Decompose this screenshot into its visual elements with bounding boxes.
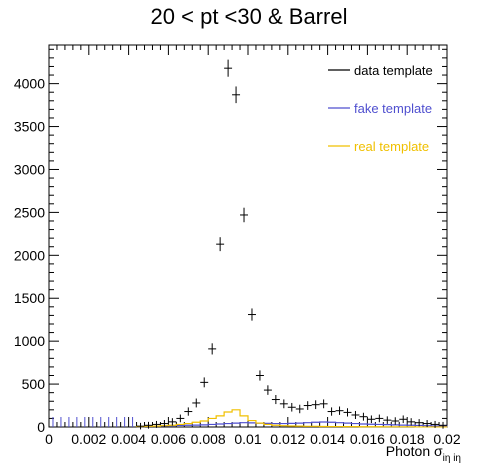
data-point xyxy=(176,415,184,423)
data-point xyxy=(256,370,264,380)
y-tick-label: 500 xyxy=(22,376,46,392)
data-point xyxy=(351,411,359,419)
data-point xyxy=(192,399,200,408)
x-tick-label: 0.008 xyxy=(191,431,226,447)
data-point xyxy=(168,418,176,425)
y-tick-label: 0 xyxy=(37,419,45,435)
y-tick-label: 1500 xyxy=(14,290,45,306)
data-point xyxy=(383,416,391,424)
data-point xyxy=(359,413,367,421)
data-point xyxy=(439,422,447,429)
data-point xyxy=(232,86,240,103)
data-point xyxy=(367,415,375,423)
data-point xyxy=(336,407,344,415)
data-point xyxy=(328,407,336,415)
x-tick-label: 0.006 xyxy=(151,431,186,447)
data-point xyxy=(264,385,272,395)
y-tick-label: 2500 xyxy=(14,204,45,220)
x-tick-label: 0 xyxy=(45,431,53,447)
data-point xyxy=(399,415,407,423)
data-point xyxy=(375,415,383,423)
data-point xyxy=(296,405,304,413)
data-point xyxy=(272,395,280,404)
data-point xyxy=(240,208,248,223)
legend: data template fake template real template xyxy=(328,63,433,154)
x-tick-label: 0.002 xyxy=(71,431,106,447)
data-point xyxy=(184,407,192,415)
data-point xyxy=(320,399,328,408)
data-point xyxy=(200,377,208,387)
data-point xyxy=(137,423,145,430)
data-point xyxy=(407,418,415,425)
data-point xyxy=(208,343,216,354)
legend-label: fake template xyxy=(354,101,432,116)
x-tick-label: 0.01 xyxy=(234,431,261,447)
data-point xyxy=(224,60,232,77)
data-point xyxy=(391,417,399,424)
y-tick-label: 4000 xyxy=(14,76,45,92)
legend-label: data template xyxy=(354,63,433,78)
x-tick-label: 0.012 xyxy=(270,431,305,447)
x-tick-label: 0.004 xyxy=(111,431,146,447)
data-point xyxy=(216,237,224,251)
y-tick-label: 3000 xyxy=(14,161,45,177)
y-tick-label: 3500 xyxy=(14,119,45,135)
x-tick-label: 0.016 xyxy=(350,431,385,447)
data-point xyxy=(312,400,320,409)
y-tick-label: 1000 xyxy=(14,333,45,349)
data-point xyxy=(145,422,153,429)
legend-entry: real template xyxy=(328,139,429,154)
data-point xyxy=(304,401,312,410)
data-point xyxy=(248,308,256,320)
data-point xyxy=(288,403,296,412)
x-tick-label: 0.014 xyxy=(310,431,345,447)
y-tick-label: 2000 xyxy=(14,247,45,263)
legend-entry: fake template xyxy=(328,101,432,116)
data-point xyxy=(280,399,288,408)
legend-entry: data template xyxy=(328,63,433,78)
legend-label: real template xyxy=(354,139,429,154)
data-point xyxy=(344,408,352,416)
